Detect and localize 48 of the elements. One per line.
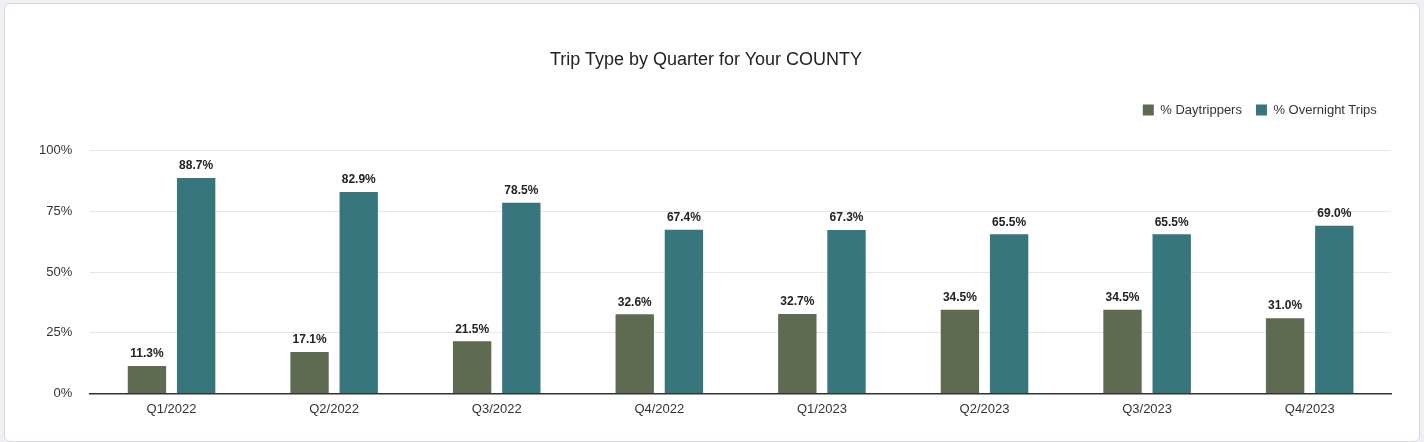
- data-label: 69.0%: [1317, 206, 1352, 221]
- legend-label: % Daytrippers: [1160, 101, 1243, 117]
- chart-title: Trip Type by Quarter for Your COUNTY: [549, 48, 863, 69]
- legend-label: % Overnight Trips: [1273, 101, 1378, 117]
- bar: [778, 314, 817, 393]
- bar: [827, 230, 866, 393]
- bar: [339, 192, 378, 393]
- bar: [940, 309, 980, 393]
- data-label: 11.3%: [130, 346, 164, 361]
- bar: [452, 341, 492, 393]
- data-label: 82.9%: [341, 172, 377, 187]
- x-tick-label: Q2/2023: [959, 400, 1010, 416]
- bar: [664, 229, 704, 393]
- data-label: 34.5%: [942, 289, 978, 304]
- data-label: 78.5%: [504, 183, 539, 198]
- data-label: 31.0%: [1268, 298, 1303, 313]
- bar: [1103, 309, 1142, 393]
- bar: [1152, 234, 1191, 393]
- bar: [127, 365, 167, 393]
- data-label: 32.6%: [617, 294, 653, 309]
- y-tick-label: 50%: [46, 263, 73, 279]
- x-tick-label: Q2/2022: [309, 400, 360, 416]
- data-label: 17.1%: [292, 332, 327, 347]
- data-label: 32.7%: [780, 294, 815, 309]
- data-label: 67.4%: [666, 210, 702, 225]
- x-tick-label: Q1/2023: [796, 400, 847, 416]
- bar: [615, 314, 654, 393]
- data-label: 65.5%: [1154, 214, 1190, 229]
- bar: [989, 234, 1029, 393]
- bar: [502, 202, 541, 393]
- x-tick-label: Q4/2022: [634, 400, 685, 416]
- data-label: 34.5%: [1105, 289, 1140, 304]
- y-tick-label: 100%: [39, 142, 73, 158]
- data-label: 65.5%: [992, 214, 1027, 229]
- data-label: 88.7%: [179, 158, 214, 173]
- bar: [176, 178, 216, 393]
- x-tick-label: Q3/2022: [471, 400, 522, 416]
- data-label: 67.3%: [829, 210, 864, 225]
- bar: [1315, 225, 1354, 393]
- x-tick-label: Q3/2023: [1122, 400, 1173, 416]
- y-tick-label: 0%: [53, 384, 73, 400]
- x-tick-label: Q1/2022: [146, 400, 197, 416]
- bar: [290, 351, 329, 393]
- y-tick-label: 75%: [46, 202, 73, 218]
- data-label: 21.5%: [455, 321, 490, 336]
- bar: [1265, 318, 1305, 393]
- y-tick-label: 25%: [46, 324, 73, 340]
- x-tick-label: Q4/2023: [1284, 400, 1335, 416]
